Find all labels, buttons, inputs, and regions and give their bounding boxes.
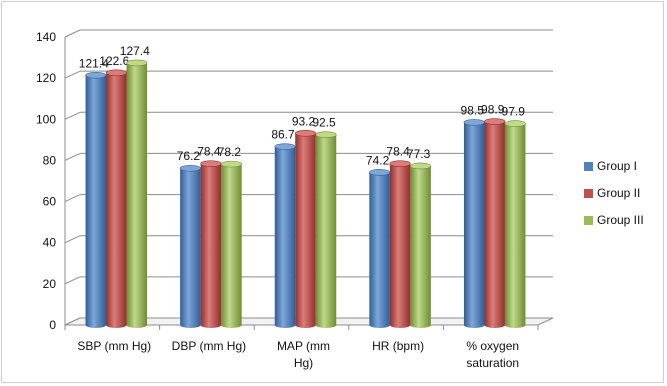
data-label: 98.5: [461, 103, 485, 117]
bar-top: [179, 164, 201, 172]
bar-group-ii: [484, 121, 505, 328]
gridline-depth: [64, 29, 81, 38]
bar-top: [463, 119, 485, 126]
gridline-depth: [64, 194, 81, 203]
bar-top: [389, 160, 411, 168]
y-tick-label: 0: [49, 318, 56, 332]
x-tick-label: MAP (mm: [277, 339, 330, 353]
bar-top: [274, 143, 296, 150]
data-label: 74.2: [366, 153, 390, 167]
data-label: 78.4: [197, 145, 221, 159]
gridline-depth: [64, 235, 81, 244]
bar-top: [504, 120, 526, 127]
bar-group-i: [180, 168, 201, 328]
bar-top: [126, 59, 148, 67]
data-label: 77.3: [407, 147, 431, 161]
bar-group-i: [274, 146, 296, 328]
legend-swatch: [584, 216, 593, 225]
gridline-depth: [64, 70, 81, 79]
bar-group-i: [463, 122, 485, 328]
data-label: 78.2: [218, 145, 242, 159]
bar-group-iii: [315, 134, 337, 328]
bar-top: [369, 169, 391, 176]
bar-group-ii: [295, 133, 316, 328]
gridline-depth: [64, 111, 81, 120]
y-tick-label: 140: [36, 30, 56, 44]
bar-group-ii: [389, 163, 411, 328]
data-label: 86.7: [271, 128, 295, 142]
y-tick-label: 40: [43, 236, 57, 250]
bar-group-i: [85, 75, 107, 329]
x-tick-label: HR (bpm): [372, 339, 424, 353]
data-label: 98.9: [481, 103, 505, 117]
gridline-depth: [64, 152, 81, 161]
bar-group-ii: [106, 72, 127, 329]
bar-top: [200, 160, 222, 168]
x-tick-label: DBP (mm Hg): [172, 339, 246, 353]
data-label: 76.2: [177, 149, 201, 163]
x-tick-label: Hg): [294, 356, 313, 370]
y-tick-label: 100: [36, 112, 56, 126]
legend-swatch: [584, 162, 593, 171]
bar-top: [105, 69, 127, 77]
bar-top: [220, 160, 242, 168]
data-label: 92.5: [312, 116, 336, 130]
data-label: 97.9: [502, 105, 526, 119]
y-tick-label: 60: [43, 195, 57, 209]
x-tick-label: % oxygen: [466, 339, 519, 353]
bar-group-iii: [221, 164, 242, 328]
legend-swatch: [584, 189, 593, 198]
gridline-depth: [64, 276, 81, 285]
bar-group-iii: [410, 165, 431, 328]
legend-label: Group II: [597, 186, 640, 200]
data-label: 127.4: [120, 44, 150, 58]
bar-top: [315, 131, 337, 139]
bar-group-ii: [200, 163, 222, 328]
x-tick-label: saturation: [466, 356, 519, 370]
data-label: 93.2: [292, 114, 316, 128]
bar-group-i: [369, 172, 390, 328]
data-label: 121.4: [79, 56, 109, 70]
y-tick-label: 120: [36, 71, 56, 85]
bar-top: [484, 118, 506, 125]
bar-top: [410, 162, 432, 170]
legend-label: Group III: [597, 213, 644, 227]
x-tick-label: SBP (mm Hg): [77, 339, 151, 353]
bar-top: [294, 129, 317, 137]
bar-top: [85, 71, 107, 79]
bar-group-iii: [126, 62, 148, 329]
legend-label: Group I: [597, 159, 637, 173]
bar-group-iii: [504, 123, 526, 328]
y-tick-label: 20: [43, 277, 57, 291]
y-tick-label: 80: [43, 153, 57, 167]
data-label: 78.4: [386, 145, 410, 159]
data-label: 122.6: [99, 54, 129, 68]
